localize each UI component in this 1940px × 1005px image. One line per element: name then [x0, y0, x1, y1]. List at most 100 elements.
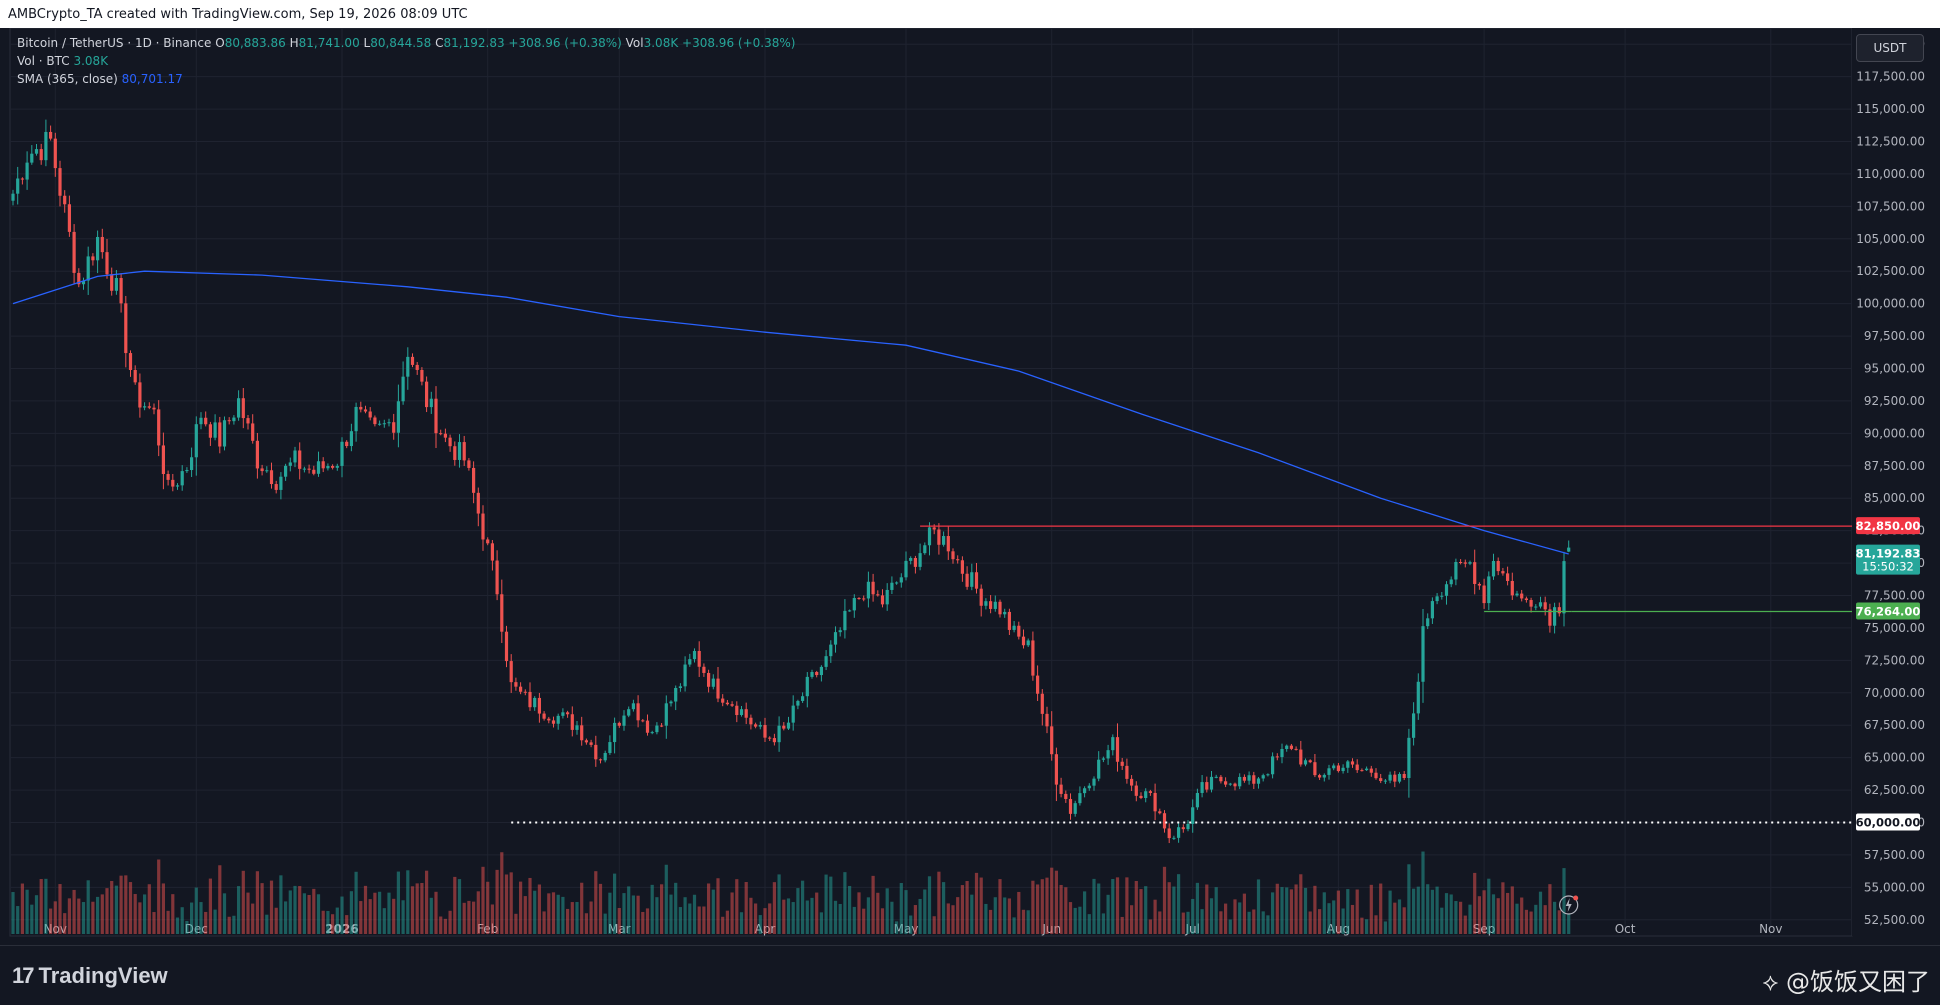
volume-bar	[1444, 893, 1449, 934]
candle-body	[81, 280, 86, 285]
candle-body	[265, 470, 269, 472]
candle-body	[307, 468, 311, 470]
volume-bar	[970, 894, 974, 934]
volume-bar	[942, 882, 946, 934]
candle-body	[631, 703, 635, 710]
volume-bar	[791, 902, 795, 934]
volume-bar	[439, 916, 443, 934]
lightning-icon-ring	[1559, 895, 1579, 915]
x-tick-label: Oct	[1615, 922, 1636, 936]
volume-bar	[1477, 896, 1481, 934]
currency-button[interactable]: USDT	[1856, 34, 1924, 62]
volume-bar	[373, 892, 377, 934]
volume-bar	[161, 883, 165, 934]
candle-body	[805, 676, 809, 697]
candle-body	[363, 409, 368, 412]
volume-bar	[133, 894, 137, 934]
candle-body	[1285, 745, 1289, 749]
volume-bar	[1491, 894, 1496, 934]
candle-body	[636, 703, 640, 721]
candle-body	[542, 713, 546, 719]
candle-body	[1083, 788, 1087, 794]
chart-area[interactable]: 120,000.00117,500.00115,000.00112,500.00…	[0, 28, 1940, 946]
candle-body	[993, 601, 997, 609]
volume-bar	[1261, 911, 1265, 934]
volume-bar	[749, 897, 753, 934]
candle-body	[406, 356, 410, 377]
candle-body	[970, 572, 974, 587]
candle-body	[899, 577, 903, 583]
candle-body	[1553, 607, 1557, 626]
volume-bar	[86, 880, 90, 934]
candle-body	[1397, 773, 1402, 782]
volume-bar	[763, 908, 767, 934]
candle-body	[1130, 778, 1134, 786]
volume-bar	[1036, 884, 1040, 934]
candle-body	[810, 671, 814, 677]
candle-body	[345, 441, 349, 447]
volume-bar	[575, 901, 579, 934]
candle-body	[533, 697, 537, 708]
volume-bar	[1200, 909, 1204, 934]
volume-bar	[49, 908, 53, 934]
volume-bar	[537, 884, 541, 934]
volume-bar	[298, 886, 302, 934]
candle-body	[674, 688, 678, 702]
volume-bar	[1158, 911, 1162, 934]
sma-indicator-label[interactable]: SMA (365, close)	[17, 72, 118, 86]
volume-bar	[241, 870, 245, 934]
candle-body	[410, 356, 415, 365]
volume-bar	[678, 907, 682, 934]
volume-indicator-label[interactable]: Vol · BTC	[17, 54, 70, 68]
volume-bar	[913, 905, 917, 934]
candle-body	[251, 423, 255, 441]
tradingview-logo[interactable]: 17 TradingView	[12, 963, 168, 989]
volume-bar	[316, 894, 321, 934]
volume-bar	[871, 875, 875, 934]
candle-body	[504, 631, 509, 662]
volume-bar	[378, 891, 382, 934]
candle-body	[890, 582, 894, 590]
volume-bar	[1308, 911, 1312, 934]
volume-bar	[1294, 884, 1298, 934]
y-tick-label: 90,000.00	[1864, 426, 1925, 440]
candle-body	[486, 539, 490, 544]
candle-body	[1374, 772, 1378, 779]
candle-body	[1454, 562, 1458, 580]
candle-body	[669, 701, 673, 704]
volume-bar	[786, 898, 791, 934]
candle-body	[1064, 793, 1068, 799]
volume-bar	[937, 871, 941, 934]
price-chart[interactable]: 120,000.00117,500.00115,000.00112,500.00…	[0, 28, 1940, 945]
volume-bar	[288, 890, 292, 934]
volume-indicator-value: 3.08K	[73, 54, 109, 68]
candle-body	[67, 204, 71, 232]
volume-bar	[1515, 903, 1519, 934]
volume-bar	[1031, 880, 1035, 934]
candle-body	[1318, 775, 1322, 778]
volume-bar	[415, 883, 419, 934]
volume-bar	[739, 912, 744, 934]
volume-bar	[594, 871, 598, 934]
candle-body	[1261, 775, 1265, 779]
candle-body	[1313, 762, 1317, 776]
volume-bar	[1501, 882, 1505, 934]
candle-body	[1153, 792, 1157, 812]
candle-body	[589, 742, 593, 745]
candle-body	[166, 474, 170, 480]
symbol-name[interactable]: Bitcoin / TetherUS · 1D · Binance	[17, 36, 212, 50]
candle-body	[382, 423, 386, 425]
volume-bar	[1021, 909, 1026, 934]
volume-bar	[321, 910, 325, 934]
candle-body	[213, 422, 217, 438]
candle-body	[1054, 754, 1058, 785]
volume-bar	[77, 898, 81, 934]
candle-body	[1012, 625, 1016, 630]
candle-body	[25, 162, 29, 180]
candle-body	[500, 594, 504, 632]
volume-bar	[1524, 909, 1528, 934]
candle-body	[650, 732, 654, 734]
volume-bar	[274, 907, 278, 934]
candle-body	[1379, 778, 1383, 782]
candle-body	[237, 398, 241, 418]
